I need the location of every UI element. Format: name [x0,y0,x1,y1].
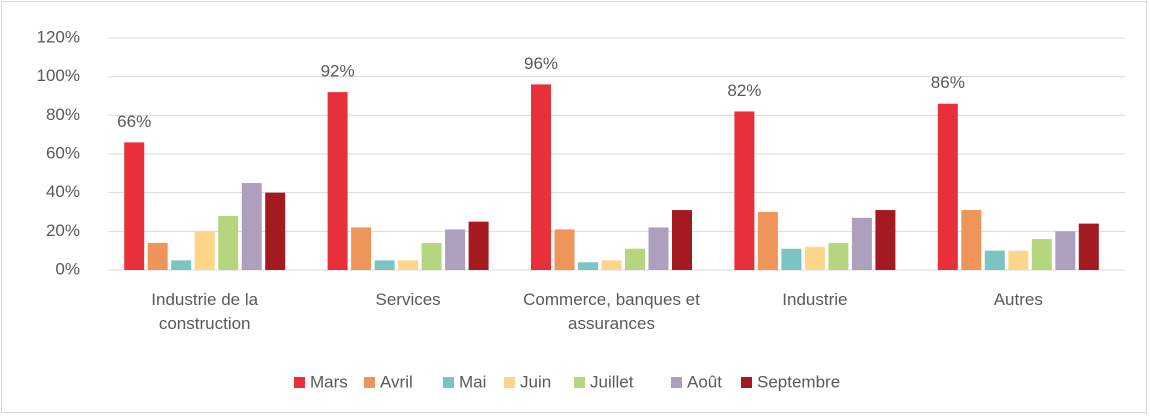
bar [265,192,286,270]
data-label: 96% [524,54,558,73]
legend-label: Septembre [757,372,840,391]
bar [241,183,262,270]
bar [468,221,489,270]
x-tick-label: Services [375,290,441,309]
legend-label: Mars [310,372,348,391]
bar [1055,231,1076,270]
y-tick-label: 60% [46,143,80,162]
bar [578,262,598,270]
bar [672,210,692,270]
legend-swatch [364,377,375,388]
bar [804,246,825,270]
legend-swatch [443,377,454,388]
bar [875,210,896,270]
bar [1078,223,1099,270]
x-tick-label: Industrie [782,290,848,309]
y-tick-label: 100% [37,66,80,85]
legend-label: Mai [459,372,486,391]
bar [601,260,622,270]
legend-label: Août [687,372,722,391]
bar [961,210,982,270]
x-tick-label: Industrie de la construction [151,290,259,333]
legend-label: Avril [380,372,413,391]
x-tick-label: Commerce, banques et assurances [523,290,700,333]
legend-label: Juin [520,372,551,391]
legend-swatch [671,377,682,388]
data-label: 92% [321,62,355,81]
legend-label: Juillet [590,372,634,391]
bar [421,242,442,270]
bar [648,227,669,270]
legend-swatch [294,377,305,388]
y-tick-label: 120% [37,27,80,46]
legend-swatch [574,377,585,388]
y-tick-label: 20% [46,221,80,240]
bar [445,229,466,270]
data-label: 82% [727,81,761,100]
y-tick-label: 40% [46,182,80,201]
x-tick-label: Autres [993,290,1043,309]
y-tick-label: 0% [55,259,80,278]
bar [757,212,778,270]
legend-swatch [741,377,752,388]
bar [828,242,849,270]
bar [1008,250,1029,270]
bar [147,242,168,270]
bar [531,84,551,271]
data-label: 86% [931,73,965,92]
legend-swatch [504,377,515,388]
bar [1031,239,1052,270]
bar [194,231,215,270]
bar [218,215,239,270]
bar [781,248,802,270]
bar [351,227,372,270]
bar [851,217,872,270]
bar [124,142,145,270]
bar [625,248,645,270]
bar [398,260,419,270]
bar [984,250,1005,270]
bar [327,92,348,270]
bar [937,103,958,270]
bar [734,111,755,270]
y-tick-label: 80% [46,105,80,124]
bar [554,229,575,270]
bar [171,260,192,270]
bar [374,260,395,270]
data-label: 66% [117,112,151,131]
